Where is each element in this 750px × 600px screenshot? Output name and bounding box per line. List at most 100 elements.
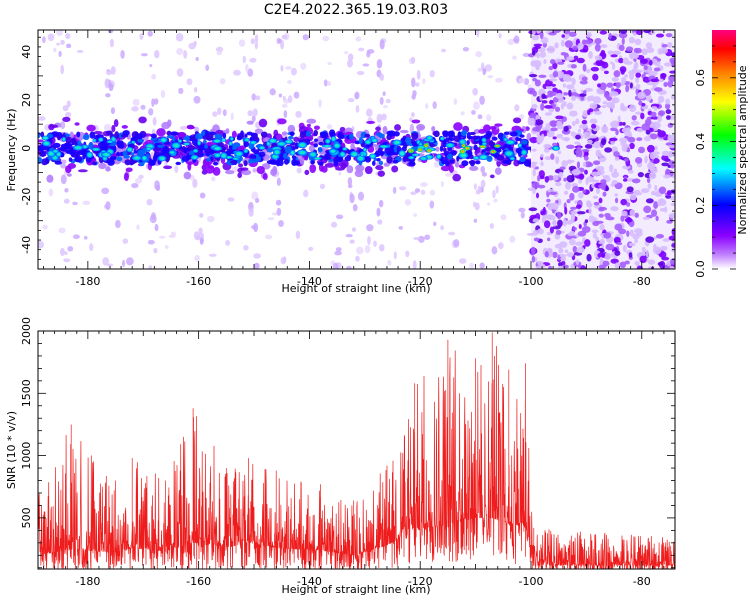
spectrogram-noise [665,194,672,199]
spectrogram-noise [584,169,588,175]
spectrogram-streak [378,199,384,208]
spectrogram-noise [643,65,648,71]
spectrogram-band-core [54,160,63,165]
spectrogram-streak [253,262,260,269]
spectrogram-speckle [47,33,55,42]
spectrogram-noise [656,58,662,62]
spectrogram-y-tick-label: 0 [20,145,33,152]
spectrogram-noise [528,74,538,78]
spectrogram-band-blob [364,139,372,145]
spectrogram-noise [628,242,636,247]
spectrogram-noise [660,245,668,251]
spectrogram-band-blob [411,153,420,157]
spectrogram-speckle [222,109,227,117]
spectrogram-band-blob [243,148,249,154]
spectrogram-speckle [346,265,352,269]
spectrogram-band-core [461,160,469,167]
spectrogram-noise [667,134,672,142]
spectrogram-speckle [219,78,226,85]
spectrogram-streak [252,108,258,117]
colorbar-tick-label: 0.4 [694,133,707,151]
spectrogram-noise [592,73,599,81]
spectrogram-noise [672,136,675,143]
spectrogram-noise [611,62,616,71]
spectrogram-speckle [293,91,300,99]
spectrogram-band-blob [86,151,94,159]
spectrogram-speckle [59,121,66,130]
spectrogram-speckle [355,36,362,42]
spectrogram-noise [527,117,536,126]
snr-x-tick-label: -140 [297,575,322,588]
spectrogram-noise [606,82,614,88]
spectrogram-noise [628,252,633,258]
spectrogram-noise [565,181,571,190]
spectrogram-noise [634,156,643,164]
spectrogram-noise [552,174,559,181]
spectrogram-noise [570,206,578,210]
spectrogram-noise [582,44,589,53]
spectrogram-noise [540,102,545,111]
spectrogram-noise [609,91,619,97]
spectrogram-speckle [367,235,371,245]
spectrogram-speckle [330,221,338,228]
spectrogram-noise [638,146,646,154]
spectrogram-speckle [486,114,492,122]
spectrogram-noise [532,168,536,177]
spectrogram-noise [669,114,675,121]
spectrogram-noise [669,195,675,201]
spectrogram-speckle [205,64,210,71]
spectrogram-streak [60,247,65,257]
spectrogram-band-blob [126,146,134,153]
spectrogram-speckle [484,64,493,72]
spectrogram-band-halo [375,126,381,132]
spectrogram-band-core [509,131,518,137]
spectrogram-band-halo [339,126,346,133]
spectrogram-band-core [71,138,77,145]
spectrogram-speckle [183,50,188,59]
spectrogram-streak [194,126,199,133]
spectrogram-band-halo [448,165,454,173]
spectrogram-speckle [170,231,176,238]
spectrogram-speckle [382,105,388,109]
spectrogram-streak [192,178,198,188]
spectrogram-noise [564,206,568,215]
spectrogram-band-blob [398,149,406,157]
spectrogram-band-blob [339,151,346,158]
spectrogram-noise [643,136,652,142]
spectrogram-noise [638,100,643,106]
spectrogram-noise [634,261,640,266]
spectrogram-streak [255,95,261,101]
spectrogram-speckle [365,108,373,117]
snr-series-line [38,332,675,569]
spectrogram-noise [545,214,554,218]
spectrogram-noise [669,265,674,269]
spectrogram-noise [620,68,625,75]
spectrogram-speckle [178,87,184,94]
spectrogram-hotspot [493,144,501,148]
spectrogram-noise [596,61,601,65]
spectrogram-noise [650,111,657,118]
spectrogram-band-core [466,131,471,139]
spectrogram-noise [640,112,645,120]
spectrogram-noise [531,34,540,41]
spectrogram-noise [584,144,593,149]
spectrogram-streak [198,227,203,234]
spectrogram-speckle [520,211,525,219]
spectrogram-noise [630,52,640,59]
spectrogram-noise [665,103,671,110]
spectrogram-band-blob [509,156,516,161]
spectrogram-speckle [392,186,397,194]
spectrogram-band-blob [297,141,308,149]
spectrogram-noise [580,89,584,93]
spectrogram-band-halo [468,165,479,172]
spectrogram-noise [560,52,567,56]
spectrogram-speckle [344,50,349,55]
spectrogram-noise [584,39,593,45]
spectrogram-noise [566,252,574,258]
spectrogram-noise [591,229,599,234]
spectrogram-frame [37,29,676,270]
spectrogram-streak [480,166,485,173]
spectrogram-band-core [481,149,486,153]
spectrogram-band-core [204,144,209,149]
spectrogram-band-core [206,157,211,162]
